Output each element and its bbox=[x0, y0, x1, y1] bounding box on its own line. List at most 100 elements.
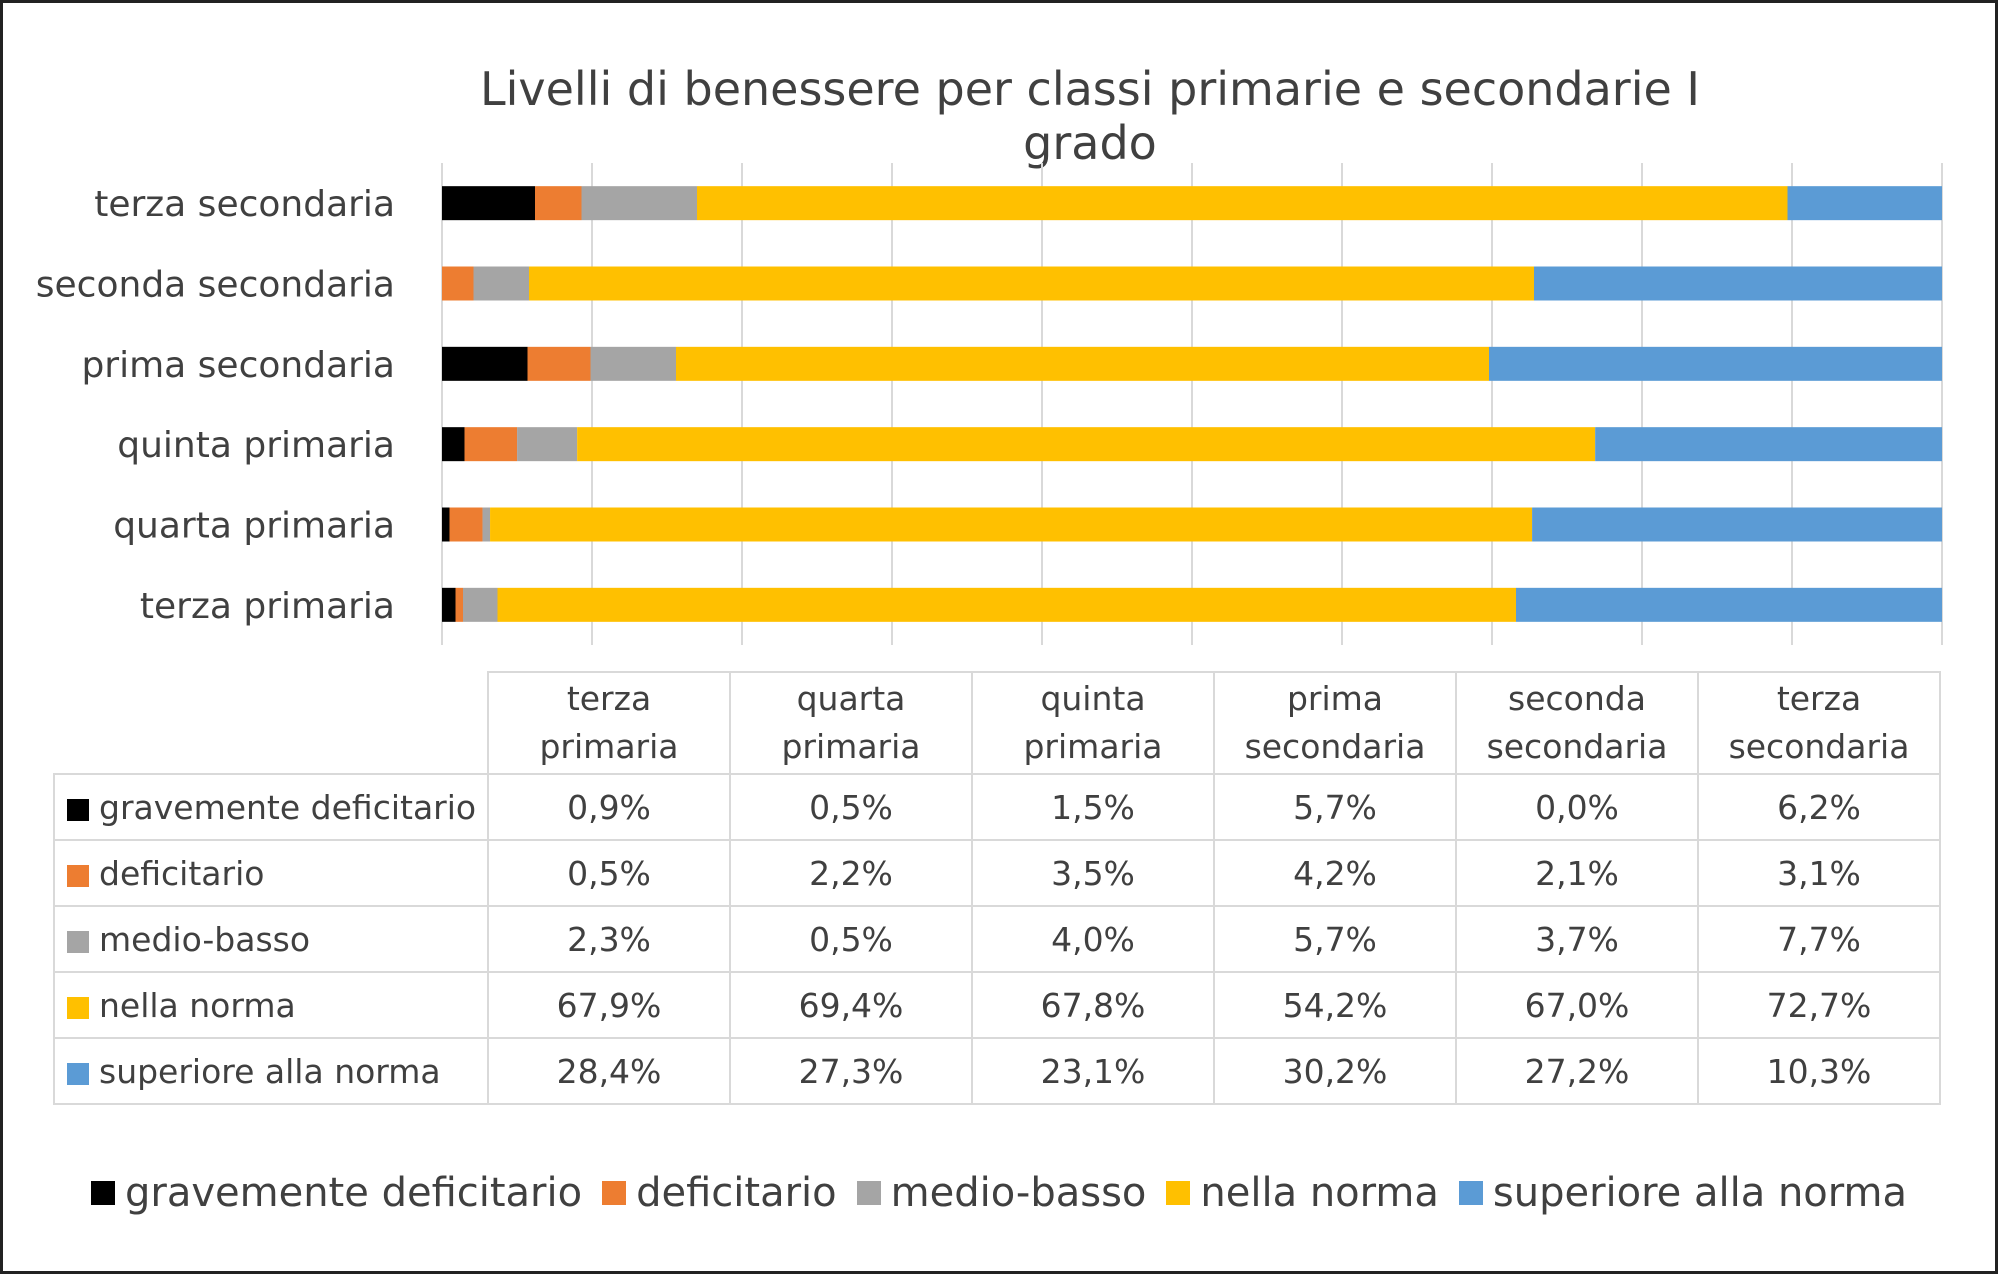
table-cell: 54,2% bbox=[1213, 971, 1457, 1039]
category-label: quarta primaria bbox=[113, 506, 395, 547]
table-corner bbox=[54, 672, 489, 775]
bar-segment bbox=[581, 186, 697, 221]
table-cell: 27,2% bbox=[1455, 1037, 1699, 1105]
table-cell: 67,9% bbox=[487, 971, 731, 1039]
table-row-header: nella norma bbox=[53, 971, 489, 1039]
bar-segment bbox=[463, 587, 498, 622]
table-col-header: quinta primaria bbox=[971, 671, 1215, 775]
table-col-header: seconda secondaria bbox=[1455, 671, 1699, 775]
legend: gravemente deficitario deficitario medio-b… bbox=[0, 1170, 1998, 1216]
table-col-header: terza primaria bbox=[487, 671, 731, 775]
category-label: seconda secondaria bbox=[36, 265, 395, 306]
table-col-header: prima secondaria bbox=[1213, 671, 1457, 775]
table-row-header: medio-basso bbox=[53, 905, 489, 973]
table-cell: 3,1% bbox=[1697, 839, 1941, 907]
bar-segment bbox=[1787, 186, 1942, 221]
table-cell: 2,1% bbox=[1455, 839, 1699, 907]
bar-segment bbox=[490, 507, 1533, 542]
table-cell: 4,2% bbox=[1213, 839, 1457, 907]
bar-segment bbox=[529, 266, 1534, 301]
bar-segment bbox=[577, 427, 1596, 462]
bar-segment bbox=[482, 507, 491, 542]
bar-segment bbox=[497, 587, 1516, 622]
table-cell: 6,2% bbox=[1697, 773, 1941, 841]
table-cell: 67,0% bbox=[1455, 971, 1699, 1039]
table-cell: 0,5% bbox=[729, 905, 973, 973]
bar-segment bbox=[527, 346, 591, 381]
bar-segment bbox=[442, 507, 450, 542]
table-cell: 69,4% bbox=[729, 971, 973, 1039]
bar-segment bbox=[590, 346, 676, 381]
table-cell: 2,3% bbox=[487, 905, 731, 973]
table-col-header: terza secondaria bbox=[1697, 671, 1941, 775]
legend-label: deficitario bbox=[636, 1170, 837, 1216]
table-cell: 3,7% bbox=[1455, 905, 1699, 973]
table-cell: 10,3% bbox=[1697, 1037, 1941, 1105]
series-name: medio-basso bbox=[99, 919, 311, 959]
data-table: terza primaria quarta primaria quinta prima… bbox=[53, 671, 1941, 1105]
bar-segment bbox=[1534, 266, 1942, 301]
legend-swatch bbox=[1166, 1181, 1191, 1205]
bar-segment bbox=[1516, 587, 1942, 622]
table-cell: 5,7% bbox=[1213, 773, 1457, 841]
legend-swatch bbox=[67, 864, 89, 887]
bar-segment bbox=[473, 266, 529, 301]
series-name: nella norma bbox=[99, 985, 296, 1025]
legend-label: superiore alla norma bbox=[1492, 1170, 1907, 1216]
table-header-row: terza primaria quarta primaria quinta prima… bbox=[54, 671, 1941, 775]
category-label: terza secondaria bbox=[94, 184, 395, 225]
bar-segment bbox=[697, 186, 1788, 221]
legend-label: medio-basso bbox=[890, 1170, 1147, 1216]
bar-segment bbox=[676, 346, 1489, 381]
table-cell: 72,7% bbox=[1697, 971, 1941, 1039]
legend-item: deficitario bbox=[602, 1170, 837, 1216]
legend-swatch bbox=[67, 996, 89, 1019]
table-cell: 2,2% bbox=[729, 839, 973, 907]
gridlines bbox=[441, 163, 1943, 645]
bar-segment bbox=[535, 186, 582, 221]
legend-swatch bbox=[856, 1181, 881, 1205]
table-row: deficitario 0,5% 2,2% 3,5% 4,2% 2,1% 3,1% bbox=[53, 839, 1941, 907]
table-row-header: superiore alla norma bbox=[53, 1037, 489, 1105]
legend-swatch bbox=[602, 1181, 627, 1205]
series-name: deficitario bbox=[99, 853, 265, 893]
table-row-header: gravemente deficitario bbox=[53, 773, 489, 841]
legend-swatch bbox=[67, 1062, 89, 1085]
table-cell: 0,0% bbox=[1455, 773, 1699, 841]
legend-item: medio-basso bbox=[856, 1170, 1147, 1216]
bars bbox=[442, 186, 1942, 622]
table-cell: 1,5% bbox=[971, 773, 1215, 841]
table-cell: 0,5% bbox=[487, 839, 731, 907]
bar-segment bbox=[442, 587, 456, 622]
legend-item: nella norma bbox=[1166, 1170, 1439, 1216]
legend-label: gravemente deficitario bbox=[125, 1170, 583, 1216]
table-cell: 67,8% bbox=[971, 971, 1215, 1039]
bar-segment bbox=[442, 427, 465, 462]
table-cell: 23,1% bbox=[971, 1037, 1215, 1105]
category-labels: terza primaria quarta primaria quinta prim… bbox=[36, 184, 395, 627]
table-cell: 5,7% bbox=[1213, 905, 1457, 973]
bar-segment bbox=[442, 346, 528, 381]
table-cell: 28,4% bbox=[487, 1037, 731, 1105]
table-cell: 4,0% bbox=[971, 905, 1215, 973]
bar-segment bbox=[1489, 346, 1942, 381]
table-cell: 0,9% bbox=[487, 773, 731, 841]
table-cell: 3,5% bbox=[971, 839, 1215, 907]
table-col-header: quarta primaria bbox=[729, 671, 973, 775]
table-row: nella norma 67,9% 69,4% 67,8% 54,2% 67,0% 72,7… bbox=[53, 971, 1941, 1039]
table-row: medio-basso 2,3% 0,5% 4,0% 5,7% 3,7% 7,7% bbox=[53, 905, 1941, 973]
bar-segment bbox=[464, 427, 518, 462]
table-cell: 27,3% bbox=[729, 1037, 973, 1105]
table-cell: 30,2% bbox=[1213, 1037, 1457, 1105]
series-name: gravemente deficitario bbox=[99, 787, 477, 827]
table-row: superiore alla norma 28,4% 27,3% 23,1% 30,2%… bbox=[53, 1037, 1941, 1105]
category-label: quinta primaria bbox=[117, 425, 395, 466]
legend-label: nella norma bbox=[1200, 1170, 1439, 1216]
bar-segment bbox=[455, 587, 463, 622]
legend-swatch bbox=[67, 798, 89, 821]
table-cell: 0,5% bbox=[729, 773, 973, 841]
legend-item: superiore alla norma bbox=[1458, 1170, 1907, 1216]
table-row-header: deficitario bbox=[53, 839, 489, 907]
bar-segment bbox=[442, 266, 474, 301]
bar-segment bbox=[1532, 507, 1942, 542]
